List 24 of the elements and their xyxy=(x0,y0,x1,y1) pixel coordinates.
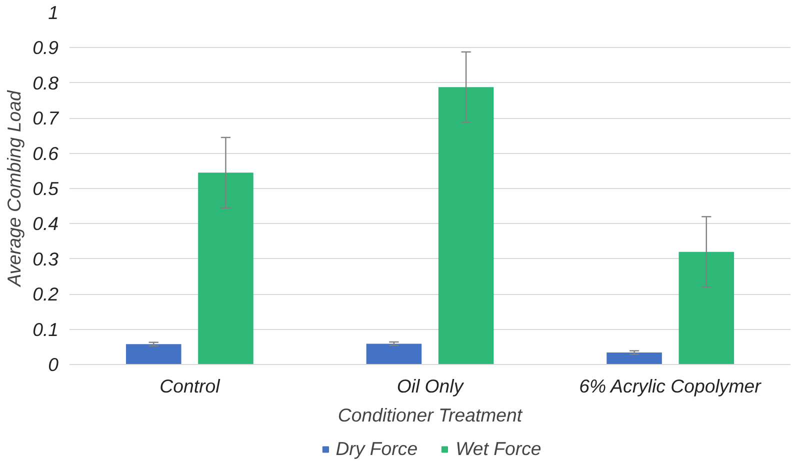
bar xyxy=(678,252,734,364)
bar xyxy=(606,352,662,364)
y-tick-label: 0.2 xyxy=(32,284,60,305)
bar xyxy=(126,344,182,364)
y-tick-label: 0.7 xyxy=(32,108,60,129)
x-tick-label: Control xyxy=(160,376,221,396)
bar xyxy=(366,344,422,364)
y-tick-label: 0 xyxy=(48,354,60,375)
y-tick-label: 0.8 xyxy=(32,72,60,94)
y-tick-label: 0.6 xyxy=(32,142,60,164)
y-tick-label: 0.9 xyxy=(32,37,59,58)
legend-label: Wet Force xyxy=(456,438,542,460)
x-axis-title: Conditioner Treatment xyxy=(338,404,523,426)
legend-label: Dry Force xyxy=(336,438,418,460)
y-tick-label: 0.1 xyxy=(32,318,59,340)
y-tick-label: 0.3 xyxy=(32,248,60,270)
bar xyxy=(438,87,494,364)
x-tick-label: Oil Only xyxy=(396,376,465,396)
y-tick-label: 1 xyxy=(48,2,59,23)
x-tick-label: 6% Acrylic Copolymer xyxy=(579,376,762,396)
y-axis-title: Average Combing Load xyxy=(4,90,25,288)
bar xyxy=(198,172,254,364)
y-tick-label: 0.5 xyxy=(32,178,60,199)
y-tick-label: 0.4 xyxy=(32,213,59,234)
